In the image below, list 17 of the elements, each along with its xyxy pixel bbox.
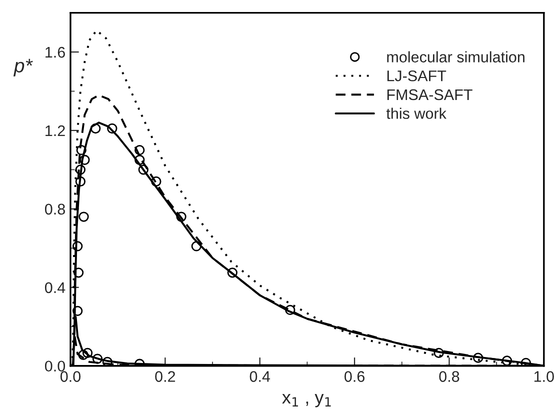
y-tick-label: 0.8	[44, 204, 65, 215]
legend-label: molecular simulation	[387, 51, 524, 62]
x-tick-label: 0.4	[250, 371, 270, 382]
y-tick-label: 0.0	[44, 360, 66, 372]
legend-label: FMSA-SAFT	[387, 89, 472, 100]
y-tick-label: 1.6	[46, 46, 65, 58]
x-tick-label: 0.8	[439, 371, 460, 382]
y-tick-label: 1.2	[46, 125, 65, 136]
x-tick-label: 1.0	[534, 371, 554, 382]
x-axis-title: x$_{1}$ , y$_{1}$	[282, 394, 331, 408]
legend-label: this work	[386, 108, 446, 119]
x-tick-label: 0.2	[155, 371, 176, 382]
y-axis-title: p*	[13, 58, 33, 76]
y-tick-label: 0.4	[44, 282, 66, 294]
x-tick-label: 0.6	[344, 371, 364, 382]
x-tick-label: 0.0	[60, 371, 81, 382]
legend-label: LJ-SAFT	[387, 70, 446, 82]
